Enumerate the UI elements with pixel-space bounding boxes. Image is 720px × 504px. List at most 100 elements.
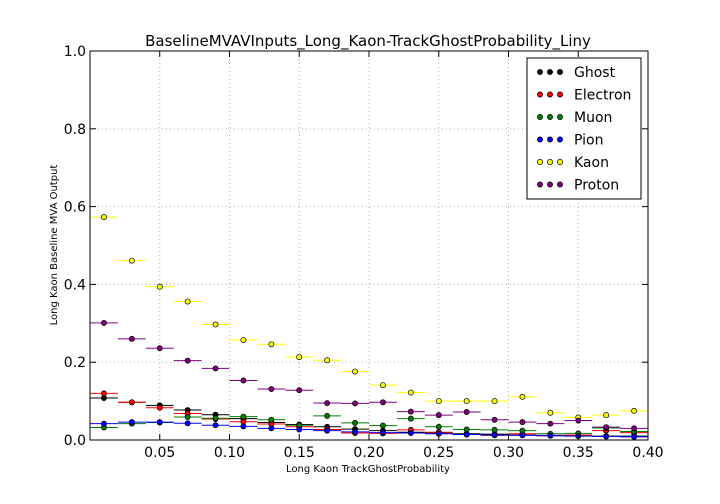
data-point xyxy=(212,422,219,429)
data-point xyxy=(435,412,442,419)
data-point xyxy=(184,298,191,305)
data-point xyxy=(156,345,163,352)
data-point xyxy=(100,390,107,397)
data-point xyxy=(435,398,442,405)
legend-marker xyxy=(557,114,563,120)
legend-marker xyxy=(557,181,563,188)
data-point xyxy=(296,426,303,433)
data-point xyxy=(324,400,331,406)
data-point xyxy=(156,283,163,290)
legend-item-proton: Proton xyxy=(537,178,619,194)
data-point xyxy=(352,428,358,435)
legend-label: Electron xyxy=(574,88,631,104)
data-point xyxy=(603,412,610,419)
data-point xyxy=(603,424,610,431)
y-tick-label: 0.8 xyxy=(64,122,86,138)
data-point xyxy=(631,433,638,440)
data-point xyxy=(100,214,107,221)
data-point xyxy=(407,430,414,436)
data-point xyxy=(380,429,386,436)
legend-label: Muon xyxy=(574,110,612,126)
data-point xyxy=(324,357,331,364)
legend-box xyxy=(526,57,642,200)
y-tick-label: 1.0 xyxy=(64,44,86,60)
data-point xyxy=(184,414,191,420)
data-point xyxy=(296,387,303,394)
data-point xyxy=(100,420,107,427)
data-point xyxy=(324,412,331,419)
y-tick-label: 0.0 xyxy=(64,433,86,449)
data-point xyxy=(212,365,219,372)
legend-marker xyxy=(537,69,543,75)
series-pion xyxy=(90,419,648,440)
data-point xyxy=(491,426,498,433)
legend-marker xyxy=(547,159,553,165)
data-point xyxy=(380,382,386,389)
y-tick-label: 0.6 xyxy=(64,200,86,216)
x-tick-label: 0.10 xyxy=(214,445,245,461)
data-point xyxy=(128,257,135,264)
data-point xyxy=(128,419,135,426)
data-point xyxy=(352,419,358,426)
data-point xyxy=(156,419,163,426)
series-proton xyxy=(90,319,648,432)
data-point xyxy=(491,416,498,423)
data-point xyxy=(575,417,582,424)
data-point xyxy=(463,431,470,438)
legend-marker xyxy=(557,159,563,165)
y-axis-label: Long Kaon Baseline MVA Output xyxy=(49,165,60,326)
data-point xyxy=(240,423,247,430)
data-point xyxy=(603,433,610,440)
legend-marker xyxy=(547,181,553,188)
legend-marker xyxy=(547,91,553,98)
data-point xyxy=(463,426,470,433)
data-point xyxy=(631,425,638,432)
data-point xyxy=(547,432,554,439)
legend-item-muon: Muon xyxy=(537,110,612,126)
legend-marker xyxy=(547,136,553,143)
x-tick-label: 0.20 xyxy=(353,445,384,461)
data-point xyxy=(352,400,358,407)
data-point xyxy=(519,419,526,426)
data-point xyxy=(491,398,498,405)
data-point xyxy=(240,377,247,384)
legend-label: Pion xyxy=(574,133,603,149)
data-point xyxy=(212,415,219,422)
x-tick-label: 0.25 xyxy=(423,445,454,461)
data-point xyxy=(128,335,135,342)
legend-item-electron: Electron xyxy=(537,88,631,104)
x-tick-label: 0.30 xyxy=(493,445,524,461)
data-point xyxy=(268,416,275,423)
y-tick-label: 0.2 xyxy=(64,355,86,371)
legend-label: Kaon xyxy=(574,155,609,171)
x-tick-label: 0.35 xyxy=(563,445,594,461)
y-tick-label: 0.4 xyxy=(64,277,86,293)
data-point xyxy=(352,368,358,375)
legend-marker xyxy=(557,136,563,143)
legend-marker xyxy=(537,181,543,188)
data-point xyxy=(463,398,470,405)
legend-marker xyxy=(537,159,543,165)
data-point xyxy=(184,357,191,364)
data-point xyxy=(547,420,554,427)
x-tick-label: 0.40 xyxy=(632,445,663,461)
data-point xyxy=(547,409,554,416)
legend-marker xyxy=(557,69,563,75)
legend-marker xyxy=(557,91,563,98)
legend-marker xyxy=(547,69,553,75)
data-point xyxy=(268,425,275,432)
data-point xyxy=(519,393,526,400)
data-point xyxy=(100,319,107,326)
chart-title: BaselineMVAVInputs_Long_Kaon-TrackGhostP… xyxy=(145,32,591,51)
data-point xyxy=(212,321,219,328)
x-axis-label: Long Kaon TrackGhostProbability xyxy=(286,464,450,475)
legend: Ghost Electron Muon Pion Kaon Proton xyxy=(526,57,642,200)
axes: 0.05 0.10 0.15 0.20 0.25 0.30 0.35 0.40 0.0 0.2 0.… xyxy=(64,44,664,461)
legend-marker xyxy=(537,91,543,98)
data-point xyxy=(407,408,414,415)
legend-item-ghost: Ghost xyxy=(537,65,616,81)
data-point xyxy=(268,341,275,348)
data-point xyxy=(268,386,275,392)
data-point xyxy=(240,337,247,343)
